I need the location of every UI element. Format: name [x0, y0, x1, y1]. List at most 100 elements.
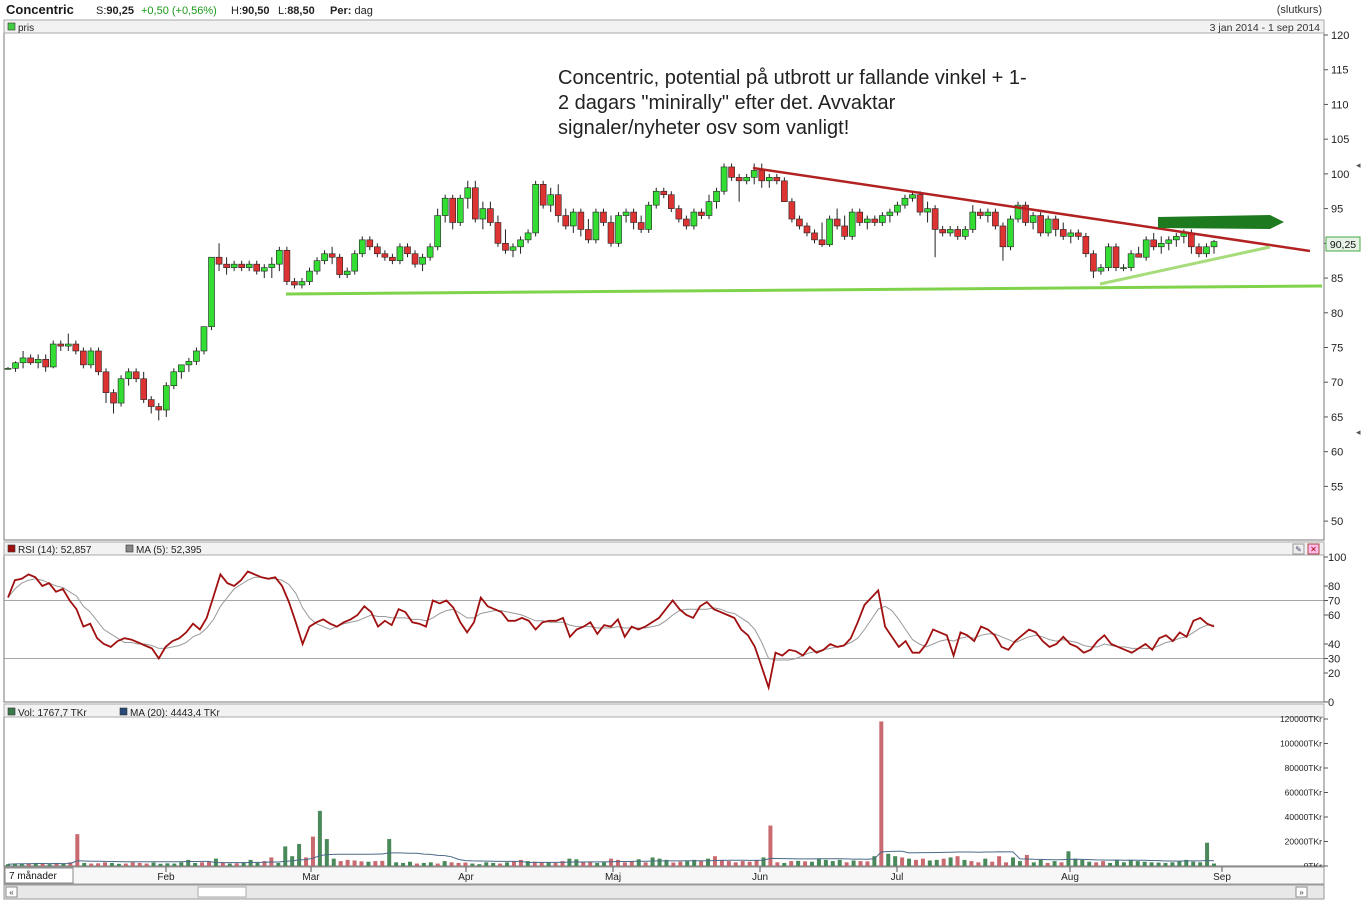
volume-bar	[602, 862, 607, 866]
candle-down	[728, 166, 735, 178]
volume-bar	[310, 836, 315, 866]
rsi-ma-line	[7, 576, 1214, 661]
candlestick-series	[4, 163, 1218, 421]
volume-bar	[19, 863, 24, 866]
volume-bar	[955, 856, 960, 866]
rsi-line	[7, 570, 1215, 692]
rsi-close-button[interactable]	[1307, 543, 1320, 555]
month-label: Sep	[1213, 872, 1231, 883]
volume-bar	[997, 856, 1002, 866]
volume-bar	[338, 861, 343, 866]
range-selector-button[interactable]	[4, 867, 74, 884]
close-value: 90,25	[106, 5, 134, 17]
candle-up	[396, 246, 404, 261]
volume-bar	[255, 862, 260, 866]
volume-bar	[345, 859, 350, 866]
volume-bar	[505, 862, 510, 866]
price-type-label: (slutkurs)	[1276, 4, 1322, 16]
volume-tick-label: 120000TKr	[1280, 714, 1322, 724]
double-right-arrow-icon: »	[1299, 888, 1304, 897]
candle-up	[12, 362, 19, 369]
scroll-end-button[interactable]	[1295, 886, 1308, 898]
candle-up	[570, 211, 577, 227]
candle-down	[283, 249, 291, 282]
candle-up	[961, 229, 969, 237]
volume-bar	[969, 861, 974, 866]
candle-down	[27, 357, 34, 364]
candle-up	[321, 253, 328, 261]
candle-down	[977, 211, 984, 216]
candle-down	[803, 225, 811, 234]
candle-up	[200, 326, 208, 352]
candle-down	[291, 281, 298, 286]
candle-up	[713, 190, 720, 202]
candle-up	[517, 239, 524, 248]
candle-down	[931, 208, 939, 230]
candle-down	[818, 239, 826, 246]
period-value: dag	[354, 5, 373, 17]
candle-up	[886, 211, 894, 216]
volume-bar	[1212, 863, 1216, 866]
volume-bar	[1045, 862, 1050, 866]
low-label: L:	[278, 5, 288, 17]
candle-up	[178, 364, 185, 373]
candle-down	[155, 406, 163, 411]
candle-down	[1037, 215, 1044, 234]
rsi-settings-button[interactable]	[1292, 543, 1305, 555]
price-tick-label: 55	[1331, 481, 1343, 493]
candle-down	[675, 208, 683, 220]
candle-up	[894, 204, 901, 213]
price-tick-label: 115	[1331, 65, 1349, 77]
month-label: Feb	[157, 872, 175, 883]
volume-bar	[456, 862, 461, 866]
volume-bar	[622, 862, 627, 866]
falling-resistance-trendline	[752, 166, 1311, 253]
volume-bar	[109, 862, 114, 866]
volume-bar	[907, 858, 912, 866]
candle-down	[95, 350, 102, 373]
month-label: Jun	[752, 872, 768, 883]
volume-bar	[6, 864, 10, 866]
scroll-up-arrow-icon[interactable]: ◂	[1356, 160, 1361, 170]
volume-bar	[844, 862, 849, 866]
volume-bar	[685, 861, 690, 866]
volume-bar	[262, 861, 267, 866]
candle-down	[1059, 229, 1067, 237]
price-tick-label: 70	[1331, 377, 1343, 389]
price-tick-label: 80	[1331, 308, 1343, 320]
candle-up	[479, 208, 487, 220]
candle-up	[4, 368, 12, 370]
candle-down	[80, 350, 87, 366]
volume-bar	[1073, 858, 1078, 866]
candle-down	[1112, 246, 1120, 268]
rsi-tick-label: 0	[1328, 697, 1334, 709]
horizontal-scrollbar[interactable]	[3, 884, 1325, 900]
quote-period: Per: dag	[330, 5, 373, 17]
candle-down	[147, 399, 155, 407]
volume-bar	[719, 859, 724, 866]
candle-down	[42, 359, 49, 368]
volume-bar	[227, 863, 232, 866]
volume-bar	[1094, 862, 1099, 866]
volume-bar	[324, 839, 329, 866]
candle-up	[19, 357, 27, 364]
candle-up	[193, 350, 200, 362]
volume-bar	[574, 859, 579, 866]
rsi-tick-label: 70	[1328, 596, 1340, 608]
candle-down	[554, 194, 562, 216]
rsi-tick-label: 30	[1328, 654, 1340, 666]
candle-up	[592, 211, 600, 241]
scroll-down-arrow-icon[interactable]: ◂	[1356, 427, 1361, 437]
volume-bar	[803, 861, 808, 866]
volume-bar	[373, 861, 378, 866]
volume-tick-label: 40000TKr	[1285, 812, 1322, 822]
volume-bar	[47, 864, 52, 866]
scroll-start-button[interactable]	[5, 886, 18, 898]
scrollbar-thumb[interactable]	[197, 886, 247, 898]
candle-down	[389, 256, 396, 261]
volume-bar	[1114, 860, 1119, 866]
rsi-legend-label: RSI (14): 52,857	[18, 545, 92, 556]
volume-bar	[692, 859, 697, 866]
close-label: S:	[96, 5, 107, 17]
